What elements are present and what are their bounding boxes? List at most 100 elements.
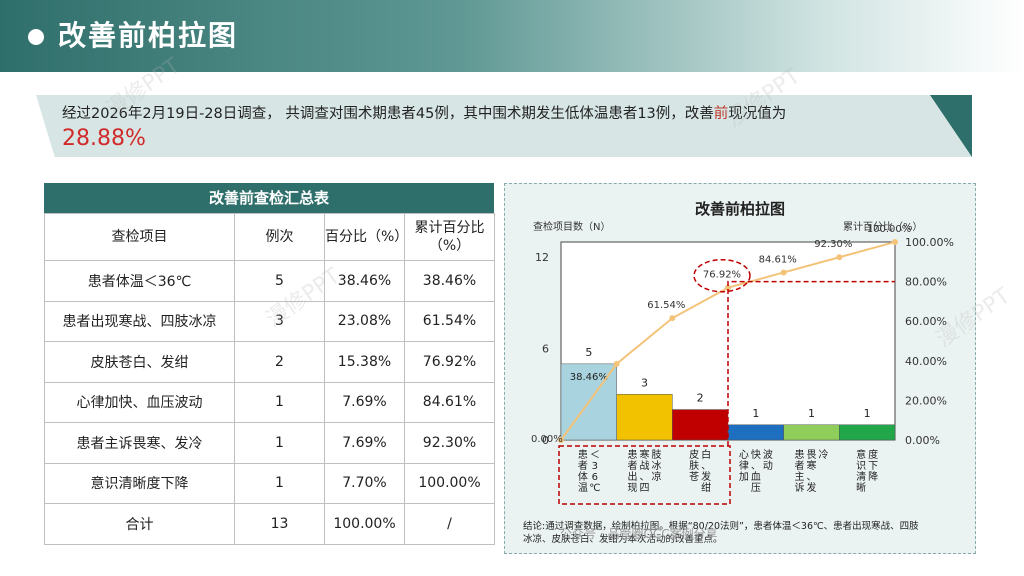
category-char: 快 (751, 449, 761, 461)
category-char: 四 (640, 483, 650, 494)
table-row: 心律加快、血压波动 1 7.69% 84.61% (44, 381, 495, 423)
intro-emphasis: 前 (713, 106, 729, 122)
bar (839, 424, 896, 441)
y-tick-label: 6 (542, 343, 549, 356)
bar-value-label: 2 (697, 392, 704, 405)
category-label: 寒战、四 (640, 448, 650, 494)
bar-value-label: 1 (864, 407, 871, 420)
y-axis-title: 查检项目数（N） (533, 220, 610, 233)
category-char: 出 (628, 470, 638, 483)
category-char: 者 (628, 460, 638, 472)
category-char: 压 (751, 482, 761, 494)
category-char: 、 (807, 472, 817, 483)
conclusion-line: 冰凉、皮肤苍白、发绀为本次活动的改善重点。 (523, 533, 723, 545)
y2-axis-title: 累计百分比（%） (843, 220, 923, 233)
category-label: 患者出现 (628, 449, 638, 494)
pareto-chart-panel: 改善前柏拉图 查检项目数（N） 累计百分比（%） 0 6 12 0.00% 20.00% 40.… (504, 183, 976, 554)
intro-text: 经过2026年2月19日-28日调查， 共调查对围术期患者45例，其中围术期发生… (62, 106, 787, 122)
table-header-row: 查检项目 例次 百分比（%） 累计百分比（%） (44, 213, 495, 261)
category-char: 冰 (652, 459, 662, 472)
bullet-dot-icon (28, 29, 44, 45)
category-char: 心 (739, 449, 749, 461)
category-char: 畏 (807, 449, 817, 461)
col-header-count: 例次 (234, 213, 325, 261)
y2-tick-label: 40.00% (905, 355, 947, 368)
col-header-cumulative: 累计百分比（%） (404, 213, 495, 261)
category-char: 白 (701, 448, 711, 461)
category-char: 体 (578, 471, 588, 483)
y2-tick-label: 80.00% (905, 276, 947, 289)
y-tick-label: 0 (542, 434, 549, 447)
cumulative-point (725, 284, 731, 291)
category-char: 肤 (689, 459, 699, 472)
category-label: ＜ 3 6 ℃ (589, 450, 600, 494)
bar (783, 424, 840, 441)
category-char: 苍 (689, 470, 699, 483)
bar-percent-label: 38.46% (570, 372, 608, 383)
category-label: 快、血压 (751, 449, 761, 494)
y-tick-label: 12 (535, 251, 549, 264)
category-char: 、 (751, 461, 761, 472)
category-char: 战 (640, 460, 650, 472)
bar-value-label: 5 (585, 346, 592, 359)
category-char: 3 (592, 461, 598, 472)
cutoff-line (727, 280, 895, 446)
cumulative-label: 0.00% (531, 434, 563, 445)
category-char: 发 (807, 481, 817, 494)
category-char: 诉 (795, 481, 805, 494)
category-char: 下 (868, 461, 878, 472)
category-char: 寒 (807, 459, 817, 472)
category-char: 意 (856, 448, 866, 461)
y2-tick-label: 60.00% (905, 315, 947, 328)
cumulative-point (669, 315, 676, 322)
category-char: 降 (868, 470, 878, 483)
category-char: 者 (578, 460, 588, 472)
table-row: 患者体温＜36℃ 5 38.46% 38.46% (44, 260, 495, 302)
table-row: 皮肤苍白、发绀 2 15.38% 76.92% (44, 341, 495, 383)
category-char: 者 (795, 460, 805, 472)
category-char: 发 (701, 470, 711, 483)
category-char: ＜ (590, 450, 600, 461)
category-char: 波 (763, 448, 773, 461)
cumulative-point (613, 360, 620, 367)
footer-watermark: 公众号 · 品管圈QCC案例分享 (560, 527, 718, 541)
cumulative-label: 84.61% (759, 254, 797, 265)
cumulative-point (836, 254, 843, 261)
intro-banner (36, 95, 972, 157)
table-title: 改善前查检汇总表 (44, 183, 494, 213)
category-char: 患 (628, 449, 638, 461)
category-char: 绀 (701, 481, 711, 494)
table-total-row: 合计 13 100.00% / (44, 503, 495, 545)
highlight-ellipse (693, 258, 751, 293)
category-char: 凉 (652, 470, 662, 483)
header-band (0, 0, 1024, 72)
vital-few-box (558, 445, 731, 505)
category-char: ℃ (589, 483, 600, 494)
col-header-percent: 百分比（%） (324, 213, 408, 261)
category-label: 畏寒、发 (807, 449, 817, 494)
category-char: 加 (739, 471, 749, 483)
summary-table: 改善前查检汇总表 查检项目 例次 百分比（%） 累计百分比（%） 患者体温＜36… (44, 183, 495, 545)
category-label: 患者体温 (578, 449, 588, 494)
cumulative-label: 92.30% (814, 239, 852, 250)
category-char: 现 (628, 482, 638, 494)
category-label: 波动 (763, 448, 773, 472)
bar-value-label: 1 (808, 407, 815, 420)
cumulative-point (780, 269, 787, 276)
category-label: 患者主诉 (795, 449, 805, 494)
category-label: 意识清晰 (856, 448, 866, 494)
cumulative-label: 61.54% (647, 300, 685, 311)
bar (616, 394, 673, 441)
category-label: 度下降 (868, 448, 878, 483)
category-char: 度 (868, 448, 878, 461)
current-rate: 28.88% (62, 126, 146, 151)
category-char: 清 (856, 470, 866, 483)
bar (727, 424, 784, 441)
category-char: 肢 (652, 448, 662, 461)
category-char: 温 (578, 482, 588, 494)
category-char: 患 (578, 449, 588, 461)
table-row: 患者主诉畏寒、发冷 1 7.69% 92.30% (44, 422, 495, 464)
category-label: 肢冰凉 (652, 448, 662, 483)
y2-tick-label: 20.00% (905, 394, 947, 407)
